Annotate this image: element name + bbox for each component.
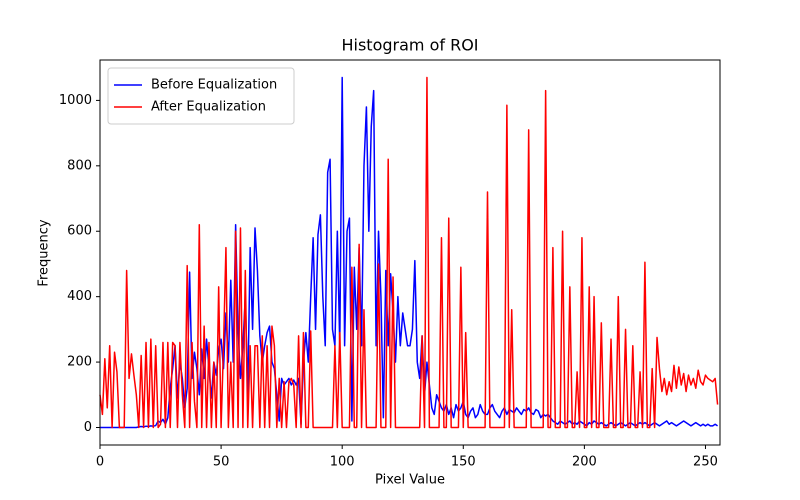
- x-tick-label: 50: [213, 455, 230, 470]
- legend-label: Before Equalization: [151, 78, 277, 93]
- x-axis-label: Pixel Value: [375, 473, 445, 488]
- legend-box: [107, 67, 295, 125]
- plot-frame: [99, 59, 721, 446]
- legend-label: After Equalization: [151, 100, 266, 115]
- x-tick-label: 250: [693, 455, 718, 470]
- y-tick-label: 1000: [59, 93, 92, 108]
- x-tick-label: 150: [451, 455, 476, 470]
- y-tick-label: 600: [67, 224, 92, 239]
- y-tick-label: 400: [67, 289, 92, 304]
- x-tick-label: 0: [96, 455, 104, 470]
- x-tick-label: 200: [572, 455, 597, 470]
- y-tick-label: 0: [84, 420, 92, 435]
- x-tick-label: 100: [330, 455, 355, 470]
- y-tick-label: 200: [67, 355, 92, 370]
- y-axis-label: Frequency: [37, 219, 52, 286]
- data-line: [99, 76, 719, 429]
- chart-title: Histogram of ROI: [341, 36, 478, 55]
- legend: Before Equalization After Equalization: [107, 67, 295, 125]
- y-tick-label: 800: [67, 158, 92, 173]
